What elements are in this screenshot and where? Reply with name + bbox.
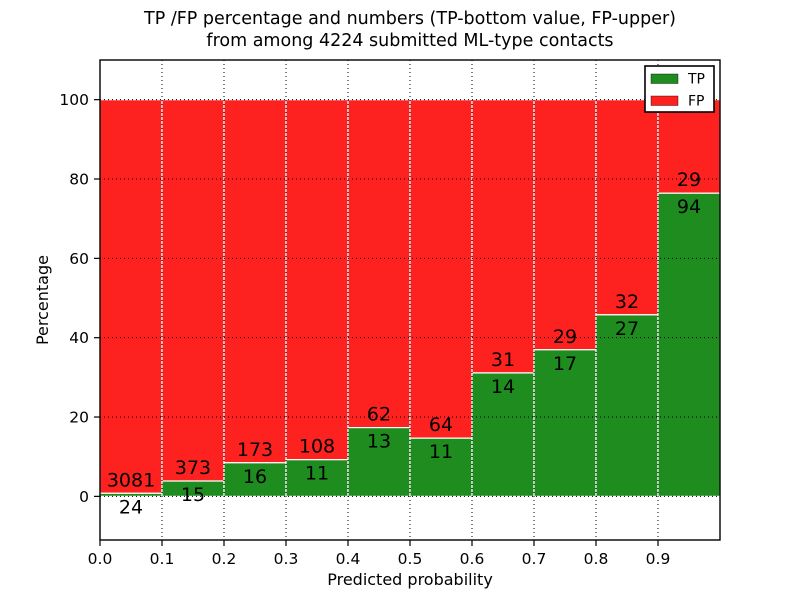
fp-count-label: 29 — [677, 169, 701, 191]
bar-segment-fp — [471, 99, 535, 374]
x-tick-label: 0.6 — [460, 550, 485, 568]
x-axis-label: Predicted probability — [327, 570, 493, 589]
fp-count-label: 29 — [553, 326, 577, 348]
tp-count-label: 17 — [553, 353, 577, 375]
y-axis-label: Percentage — [33, 255, 52, 345]
fp-count-label: 31 — [491, 349, 515, 371]
bar-segment-fp — [99, 99, 163, 494]
fp-count-label: 32 — [615, 291, 639, 313]
legend-label-tp: TP — [687, 72, 705, 88]
bar-segment-fp — [223, 99, 287, 464]
y-tick-label: 0 — [79, 488, 89, 506]
x-tick-label: 0.8 — [584, 550, 609, 568]
chart-title-line2: from among 4224 submitted ML-type contac… — [206, 31, 614, 51]
bar-segment-fp — [409, 99, 473, 439]
fp-count-label: 3081 — [107, 469, 155, 491]
fp-count-label: 64 — [429, 414, 453, 436]
x-tick-label: 0.3 — [274, 550, 299, 568]
x-tick-label: 0.0 — [88, 550, 113, 568]
tp-count-label: 15 — [181, 484, 205, 506]
fp-count-label: 173 — [237, 439, 273, 461]
legend-box — [644, 65, 715, 113]
bar-segment-fp — [161, 99, 225, 482]
bar-segment-fp — [533, 99, 597, 351]
fp-count-label: 373 — [175, 457, 211, 479]
tp-count-label: 14 — [491, 376, 515, 398]
tp-count-label: 27 — [615, 318, 639, 340]
legend-label-fp: FP — [688, 94, 705, 110]
x-tick-label: 0.1 — [150, 550, 175, 568]
legend-swatch-fp — [650, 95, 679, 106]
bar-segment-fp — [285, 99, 349, 461]
y-tick-label: 100 — [59, 91, 89, 109]
tp-count-label: 24 — [119, 496, 143, 518]
fp-count-label: 62 — [367, 404, 391, 426]
fp-count-label: 108 — [299, 436, 335, 458]
tp-count-label: 13 — [367, 431, 391, 453]
y-tick-label: 40 — [69, 329, 89, 347]
x-tick-label: 0.7 — [522, 550, 547, 568]
x-tick-label: 0.2 — [212, 550, 237, 568]
y-tick-label: 80 — [69, 171, 89, 189]
y-tick-label: 60 — [69, 250, 89, 268]
chart-title-line1: TP /FP percentage and numbers (TP-bottom… — [144, 9, 676, 29]
bar-segment-fp — [347, 99, 411, 429]
y-tick-label: 20 — [69, 409, 89, 427]
x-tick-label: 0.5 — [398, 550, 423, 568]
bar-segment-tp — [533, 349, 597, 497]
chart-title: TP /FP percentage and numbers (TP-bottom… — [100, 8, 720, 52]
bar-segment-tp — [223, 462, 287, 497]
x-tick-label: 0.4 — [336, 550, 361, 568]
tp-count-label: 11 — [429, 441, 453, 463]
legend-swatch-tp — [650, 73, 679, 84]
bar-segment-tp — [595, 314, 659, 497]
tp-count-label: 11 — [305, 463, 329, 485]
tp-count-label: 94 — [677, 196, 701, 218]
bar-segment-tp — [657, 192, 721, 497]
x-tick-label: 0.9 — [646, 550, 671, 568]
bar-segment-fp — [595, 99, 659, 316]
tp-count-label: 16 — [243, 466, 267, 488]
